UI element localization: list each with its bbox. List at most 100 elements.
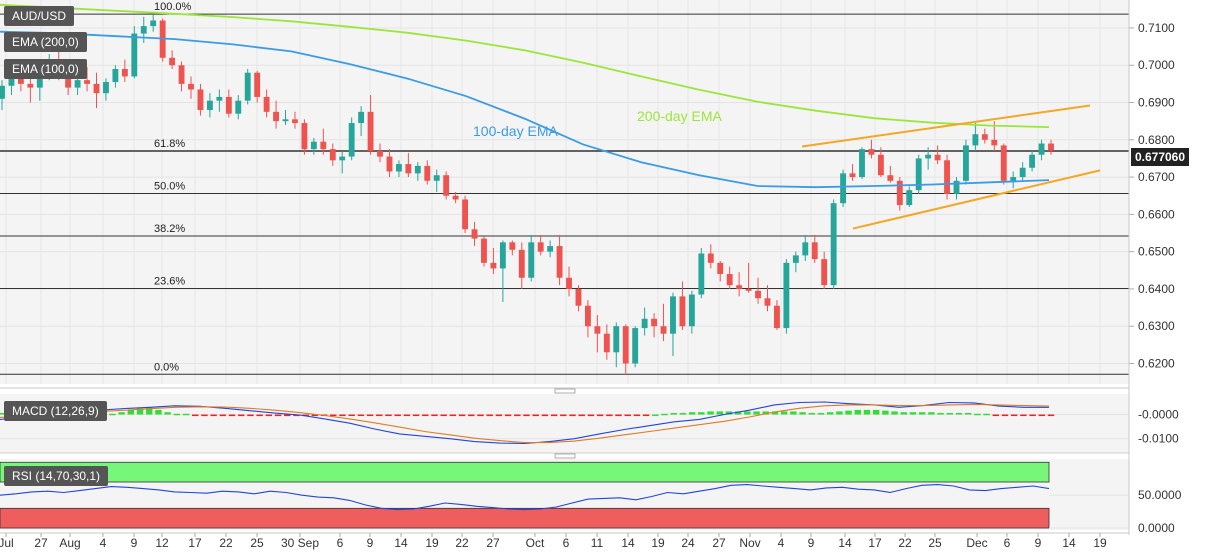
ema100-annotation: 100-day EMA [473, 123, 558, 139]
macd-histogram-bar [504, 414, 512, 417]
resize-handle-2[interactable] [554, 453, 576, 459]
macd-histogram-bar [698, 412, 705, 415]
candle-body [84, 80, 90, 84]
macd-histogram-bar [578, 414, 585, 417]
candle-body [840, 173, 847, 204]
candle-body [575, 288, 582, 306]
candle-body [1000, 145, 1007, 181]
candle-body [131, 33, 138, 77]
candle-body [17, 78, 24, 84]
candle-body [509, 242, 516, 250]
macd-histogram-bar [909, 412, 917, 415]
candle-body [310, 141, 317, 150]
candle-body [811, 242, 818, 260]
macd-histogram-bar [716, 411, 723, 415]
macd-histogram-bar [836, 411, 843, 415]
macd-histogram-bar [799, 412, 806, 415]
macd-histogram-bar [477, 414, 484, 417]
macd-histogram-bar [725, 411, 733, 415]
macd-histogram-bar [955, 412, 963, 415]
candle-body [707, 253, 714, 263]
fib-label: 61.8% [154, 138, 185, 150]
time-tick-label: 19 [425, 536, 439, 550]
macd-histogram-bar [265, 414, 273, 417]
macd-badge[interactable]: MACD (12,26,9) [4, 401, 107, 421]
candle-body [1048, 143, 1054, 151]
macd-histogram-bar [274, 414, 282, 417]
macd-histogram-bar [1029, 414, 1036, 417]
ema200-badge[interactable]: EMA (200,0) [4, 32, 87, 52]
ema100-badge[interactable]: EMA (100,0) [4, 59, 87, 79]
candle-body [188, 83, 194, 90]
macd-tick-label: -0.0000 [1138, 408, 1179, 422]
macd-histogram-bar [164, 412, 171, 415]
macd-histogram-bar [146, 407, 153, 415]
symbol-badge[interactable]: AUD/USD [4, 6, 75, 26]
macd-histogram-bar [872, 409, 880, 415]
candle-body [802, 242, 809, 256]
candle-body [877, 154, 884, 176]
candle-body [915, 158, 922, 191]
macd-histogram-bar [532, 414, 539, 417]
rsi-badge[interactable]: RSI (14,70,30,1) [4, 466, 109, 486]
candle-body [112, 68, 119, 83]
candle-body [963, 145, 969, 181]
macd-histogram-bar [560, 414, 567, 417]
candle-body [736, 285, 743, 289]
price-tick-label: 0.7000 [1138, 58, 1175, 72]
candle-body [490, 262, 497, 269]
macd-histogram-bar [1047, 414, 1055, 417]
macd-histogram-bar [854, 409, 861, 415]
candle-body [358, 111, 365, 124]
macd-histogram-bar [808, 412, 815, 415]
fib-label: 50.0% [154, 180, 185, 192]
candle-body [414, 165, 421, 174]
macd-histogram-bar [946, 412, 954, 415]
time-tick-label: 14 [621, 536, 635, 550]
macd-histogram-bar [882, 410, 889, 415]
candle-body [481, 238, 487, 263]
macd-histogram-bar [652, 414, 659, 417]
resize-handle-1[interactable] [554, 388, 576, 394]
candle-body [339, 156, 346, 161]
macd-histogram-bar [339, 414, 346, 417]
time-tick-label: 22 [898, 536, 912, 550]
candle-body [8, 78, 15, 86]
candle-body [859, 149, 865, 178]
macd-histogram-bar [661, 413, 668, 416]
macd-histogram-bar [311, 414, 319, 417]
macd-histogram-bar [201, 414, 208, 417]
time-tick-label: 12 [155, 536, 169, 550]
macd-histogram-bar [780, 411, 788, 415]
time-tick-label: 9 [367, 536, 374, 550]
candle-body [528, 242, 535, 278]
macd-histogram-bar [357, 414, 365, 417]
candle-body [471, 229, 478, 239]
macd-histogram-bar [569, 414, 576, 417]
time-tick-label: Oct [526, 536, 545, 550]
ema100-line [0, 30, 1050, 189]
candle-body [944, 160, 950, 194]
macd-histogram-bar [707, 411, 714, 415]
candle-body [698, 253, 705, 295]
rsi-overbought-zone [0, 461, 1050, 483]
time-tick-label: 9 [131, 536, 138, 550]
macd-histogram-bar [431, 414, 438, 417]
candle-body [320, 141, 327, 150]
price-tick-label: 0.6300 [1138, 319, 1175, 333]
macd-histogram-bar [1020, 414, 1027, 417]
macd-histogram-bar [845, 410, 852, 415]
candle-body [603, 333, 610, 353]
time-tick-label: Dec [966, 536, 987, 550]
macd-histogram-bar [615, 414, 622, 417]
candle-body [367, 111, 374, 151]
candle-body [103, 82, 109, 94]
macd-histogram-bar [642, 414, 650, 417]
last-price-tag: 0.677060 [1131, 148, 1189, 166]
macd-histogram-bar [679, 412, 687, 415]
fib-label: 100.0% [154, 1, 192, 13]
candle-body [74, 80, 81, 88]
candle-body [1010, 177, 1017, 181]
candle-body [433, 175, 440, 181]
price-tick-label: 0.6800 [1138, 133, 1175, 147]
